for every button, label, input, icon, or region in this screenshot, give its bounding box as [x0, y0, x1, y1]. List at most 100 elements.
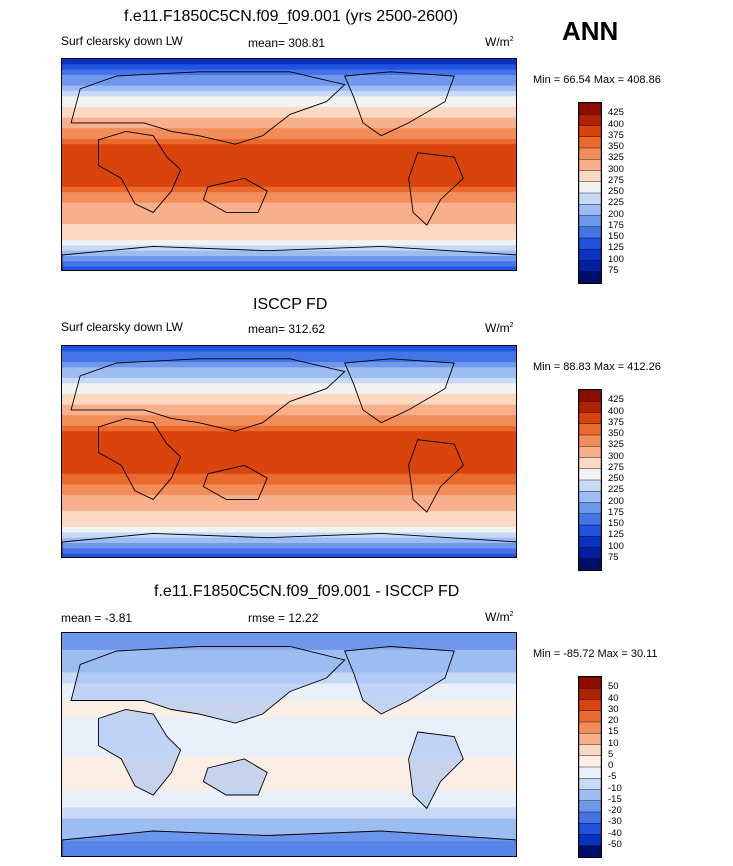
zonal-band [62, 106, 516, 113]
zonal-band [62, 170, 516, 177]
colorbar-tick-label: 175 [608, 219, 624, 231]
zonal-band [62, 154, 516, 161]
zonal-band [62, 393, 516, 400]
panel-1-colorbar [578, 102, 602, 284]
colorbar-swatch [578, 215, 602, 228]
zonal-band [62, 383, 516, 390]
colorbar-tick-label: 425 [608, 107, 624, 119]
colorbar-swatch [578, 800, 602, 813]
colorbar-tick-label: 150 [608, 231, 624, 242]
colorbar-swatch [578, 710, 602, 723]
zonal-band [62, 351, 516, 358]
panel-2-units: W/m2 [485, 321, 514, 335]
zonal-band [62, 739, 516, 747]
coastline [344, 646, 455, 715]
coastline [408, 439, 464, 513]
zonal-band [62, 133, 516, 140]
colorbar-tick-label: 50 [608, 681, 619, 693]
zonal-band [62, 90, 516, 97]
coastline [70, 646, 346, 724]
zonal-band [62, 638, 516, 645]
zonal-band [62, 361, 516, 368]
colorbar-swatch [578, 778, 602, 791]
zonal-band [62, 138, 516, 145]
zonal-band [62, 224, 516, 230]
panel-1-title: f.e11.F1850C5CN.f09_f09.001 (yrs 2500-26… [124, 8, 459, 25]
zonal-band [62, 213, 516, 220]
colorbar-tick-label: 150 [608, 518, 624, 529]
zonal-band [62, 824, 516, 831]
colorbar-swatch [578, 502, 602, 515]
colorbar-tick-label: -10 [608, 782, 622, 794]
zonal-band [62, 420, 516, 427]
zonal-band [62, 457, 516, 464]
zonal-band [62, 829, 516, 837]
colorbar-swatch [578, 811, 602, 824]
colorbar-swatch [578, 204, 602, 217]
colorbar-tick-label: 425 [608, 394, 624, 406]
zonal-band [62, 250, 516, 257]
colorbar-swatch [578, 412, 602, 425]
zonal-band [62, 532, 516, 539]
colorbar-swatch [578, 457, 602, 470]
zonal-band [62, 240, 516, 246]
zonal-band [62, 425, 516, 432]
colorbar-tick-label: -5 [608, 771, 617, 783]
coastline [202, 758, 268, 796]
coastline [98, 130, 182, 213]
zonal-band [62, 441, 516, 448]
colorbar-tick-label: 100 [608, 540, 624, 552]
colorbar-tick-label: 250 [608, 186, 624, 197]
colorbar-tick-label: 125 [608, 529, 624, 541]
colorbar-swatch [578, 401, 602, 414]
zonal-band [62, 128, 516, 135]
colorbar-swatch [578, 547, 602, 560]
panel-3-minmax: Min = -85.72 Max = 30.11 [533, 648, 658, 660]
colorbar-tick-label: 200 [608, 495, 624, 507]
zonal-band [62, 516, 516, 523]
zonal-band [62, 85, 516, 92]
panel-3-units: W/m2 [485, 610, 514, 624]
zonal-band [62, 202, 516, 209]
panel-2-center-label: mean= 312.62 [248, 322, 326, 336]
zonal-band [62, 431, 516, 438]
colorbar-swatch [578, 423, 602, 436]
zonal-band [62, 447, 516, 454]
zonal-band [62, 452, 516, 459]
colorbar-swatch [578, 823, 602, 836]
colorbar-tick-label: 275 [608, 174, 624, 186]
colorbar-tick-label: 40 [608, 692, 619, 704]
coastline [62, 830, 516, 856]
colorbar-swatch [578, 260, 602, 273]
zonal-band [62, 181, 516, 188]
colorbar-tick-label: 250 [608, 473, 624, 484]
colorbar-swatch [578, 468, 602, 481]
zonal-band [62, 388, 516, 395]
colorbar-tick-label: 400 [608, 118, 624, 130]
zonal-band [62, 122, 516, 129]
colorbar-swatch [578, 733, 602, 746]
zonal-band [62, 717, 516, 724]
panel-2-title: ISCCP FD [253, 296, 328, 313]
zonal-band [62, 144, 516, 151]
coastline [62, 532, 516, 557]
zonal-band [62, 745, 516, 752]
zonal-band [62, 404, 516, 411]
colorbar-swatch [578, 181, 602, 194]
zonal-band [62, 511, 516, 517]
coastline [98, 417, 182, 500]
colorbar-swatch [578, 676, 602, 689]
zonal-band [62, 117, 516, 124]
colorbar-swatch [578, 446, 602, 459]
colorbar-tick-label: 300 [608, 163, 624, 175]
colorbar-swatch [578, 226, 602, 239]
colorbar-tick-label: 15 [608, 726, 619, 738]
colorbar-tick-label: 20 [608, 715, 619, 726]
zonal-band [62, 266, 516, 270]
zonal-band [62, 436, 516, 443]
colorbar-tick-label: -15 [608, 793, 622, 805]
zonal-band [62, 548, 516, 555]
panel-2-minmax: Min = 88.83 Max = 412.26 [533, 361, 661, 373]
colorbar-tick-label: 30 [608, 703, 619, 715]
colorbar-swatch [578, 271, 602, 284]
